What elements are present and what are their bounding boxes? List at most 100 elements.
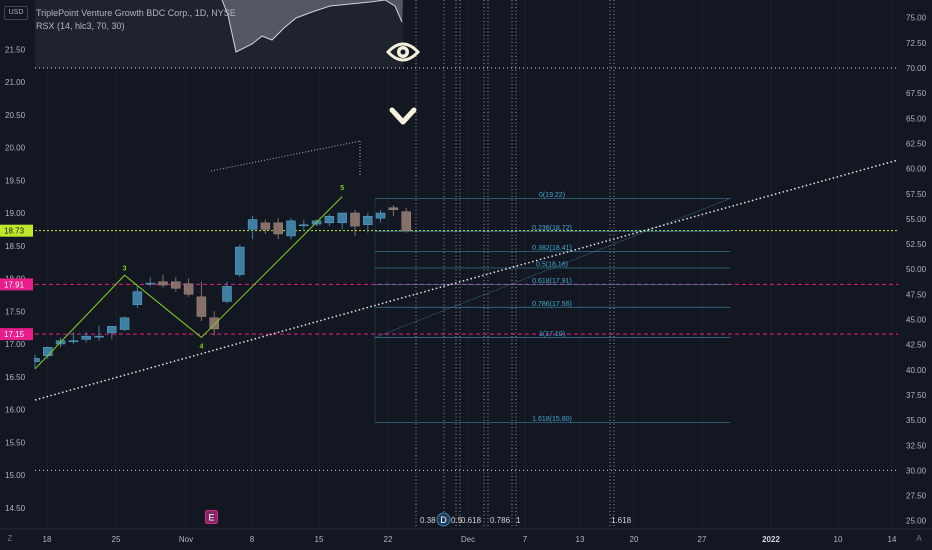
rsi-panel xyxy=(35,0,403,68)
currency-label[interactable]: USD xyxy=(4,6,28,20)
candle xyxy=(286,220,296,237)
left-axis-tick: 20.00 xyxy=(5,144,26,153)
left-axis-tick: 20.50 xyxy=(5,111,26,120)
candle xyxy=(350,212,360,227)
fib-level-label: 0.236(18.72) xyxy=(532,225,572,232)
right-axis-tick: 47.50 xyxy=(906,290,927,299)
svg-text:D: D xyxy=(440,515,447,525)
right-axis-tick: 35.00 xyxy=(906,416,927,425)
wave-label: 4 xyxy=(199,344,203,351)
left-axis-bg xyxy=(0,0,34,528)
x-axis-tick: 10 xyxy=(834,535,843,544)
right-axis-tick: 55.00 xyxy=(906,215,927,224)
fib-level-label: 1.618(15.80) xyxy=(532,416,572,423)
chevron-down-icon[interactable] xyxy=(388,104,418,128)
fib-level-label: 0.786(17.56) xyxy=(532,301,572,308)
right-axis-tick: 25.00 xyxy=(906,517,927,526)
zoom-button[interactable]: Z xyxy=(7,534,13,543)
left-axis-tick: 21.00 xyxy=(5,78,26,87)
left-axis-tick: 14.50 xyxy=(5,504,26,513)
candle xyxy=(145,282,155,285)
time-fib-label: 0.5 xyxy=(451,516,463,525)
price-marker xyxy=(0,328,33,341)
price-marker-label: 17.15 xyxy=(4,330,25,339)
x-axis-tick: 8 xyxy=(250,535,255,544)
eye-icon[interactable] xyxy=(386,38,420,66)
right-axis-tick: 65.00 xyxy=(906,114,927,123)
left-axis-tick: 16.00 xyxy=(5,406,26,415)
x-axis-tick: 14 xyxy=(888,535,897,544)
candle xyxy=(209,317,219,330)
symbol-title[interactable]: TriplePoint Venture Growth BDC Corp., 1D… xyxy=(36,8,236,18)
candle xyxy=(324,216,335,224)
time-fib-label: 1 xyxy=(516,516,521,525)
candle xyxy=(363,216,373,226)
trendline xyxy=(34,159,899,401)
right-axis-tick: 45.00 xyxy=(906,316,927,325)
x-axis-tick: 2022 xyxy=(762,535,780,544)
fib-level-label: 0(19.22) xyxy=(539,192,565,199)
time-fib-label: 0.38 xyxy=(420,516,436,525)
fib-level-label: 0.618(17.91) xyxy=(532,278,572,285)
x-axis-bg xyxy=(0,529,932,550)
time-fib-label: 0.618 xyxy=(461,516,482,525)
x-axis-tick: 25 xyxy=(112,535,121,544)
time-fib-label: 1.618 xyxy=(611,516,632,525)
fib-level-label: 0.5(18.16) xyxy=(536,262,568,269)
candle xyxy=(68,340,79,342)
chart-legend: TriplePoint Venture Growth BDC Corp., 1D… xyxy=(36,7,236,33)
right-axis-tick: 30.00 xyxy=(906,466,927,475)
earnings-icon[interactable]: E xyxy=(205,510,218,524)
right-axis-tick: 52.50 xyxy=(906,240,927,249)
candle xyxy=(119,317,130,330)
left-axis-tick: 15.50 xyxy=(5,438,26,447)
x-axis-tick: Dec xyxy=(461,535,475,544)
price-marker xyxy=(0,278,33,291)
right-axis-tick: 40.00 xyxy=(906,366,927,375)
left-axis-tick: 15.00 xyxy=(5,471,26,480)
wave-label: 5 xyxy=(340,185,344,192)
candle xyxy=(222,286,232,302)
left-axis-tick: 19.50 xyxy=(5,176,26,185)
right-axis-tick: 67.50 xyxy=(906,89,927,98)
x-axis-tick: 22 xyxy=(384,535,393,544)
price-marker-label: 17.91 xyxy=(4,280,25,289)
right-axis-tick: 27.50 xyxy=(906,492,927,501)
left-axis-tick: 16.50 xyxy=(5,373,26,382)
candle xyxy=(388,207,399,210)
right-axis-bg xyxy=(899,0,932,528)
candle xyxy=(132,291,143,305)
candle xyxy=(171,281,181,289)
left-axis-tick: 17.50 xyxy=(5,307,26,316)
right-axis-tick: 32.50 xyxy=(906,441,927,450)
x-axis-tick: Nov xyxy=(179,535,193,544)
candle xyxy=(375,212,386,219)
candle xyxy=(81,335,91,340)
candle xyxy=(107,326,117,334)
candle xyxy=(196,296,207,317)
right-axis-tick: 60.00 xyxy=(906,165,927,174)
candle xyxy=(273,222,283,235)
fib-level-label: 0.382(18.41) xyxy=(532,245,572,252)
wave-label: 3 xyxy=(123,266,127,273)
time-fib-label: 0.786 xyxy=(490,516,511,525)
left-axis-tick: 18.50 xyxy=(5,242,26,251)
indicator-title[interactable]: RSX (14, hlc3, 70, 30) xyxy=(36,21,125,31)
x-axis-tick: 7 xyxy=(523,535,528,544)
dividend-icon[interactable]: D xyxy=(436,512,451,527)
right-axis-tick: 70.00 xyxy=(906,64,927,73)
candle xyxy=(260,222,271,230)
x-axis-tick: 13 xyxy=(576,535,585,544)
candle xyxy=(299,224,309,227)
x-axis-tick: 15 xyxy=(315,535,324,544)
rsi-fill xyxy=(222,0,403,52)
fib-level-label: 1(17.10) xyxy=(539,331,565,338)
right-axis-tick: 37.50 xyxy=(906,391,927,400)
auto-scale-button[interactable]: A xyxy=(916,534,922,543)
right-axis-tick: 50.00 xyxy=(906,265,927,274)
x-axis-tick: 20 xyxy=(630,535,639,544)
rsi-line xyxy=(221,0,403,53)
right-axis-tick: 42.50 xyxy=(906,341,927,350)
